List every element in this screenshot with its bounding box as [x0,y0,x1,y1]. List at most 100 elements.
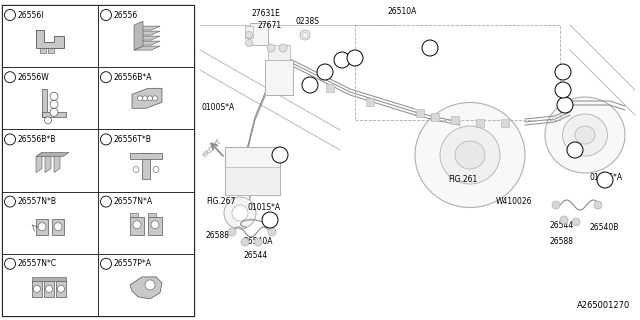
Text: 1: 1 [563,100,568,109]
Circle shape [4,10,15,20]
Text: A265001270: A265001270 [577,301,630,310]
Polygon shape [130,277,162,299]
Text: 8: 8 [561,68,565,76]
Circle shape [557,97,573,113]
Bar [355,25,560,120]
Bar [32,277,66,281]
Text: 5: 5 [8,135,12,144]
Circle shape [58,285,65,292]
Circle shape [50,100,58,108]
Bar [130,213,138,217]
Ellipse shape [415,102,525,207]
Circle shape [268,228,276,236]
Bar [98,192,194,254]
Circle shape [100,196,111,207]
Bar [44,281,54,297]
Circle shape [300,30,310,40]
Text: 6: 6 [428,44,433,52]
Bar [250,23,268,45]
Text: 26556W: 26556W [18,73,50,82]
Text: 0101S*A: 0101S*A [590,173,623,182]
Circle shape [246,31,253,38]
Polygon shape [36,153,42,172]
Circle shape [267,44,275,52]
Text: 9: 9 [573,146,577,155]
Text: 26544: 26544 [549,220,573,229]
Circle shape [151,221,159,229]
Text: 26588: 26588 [205,230,229,239]
Circle shape [224,197,256,229]
Circle shape [303,33,307,37]
Circle shape [4,134,15,145]
Circle shape [262,212,278,228]
Circle shape [100,10,111,20]
Polygon shape [132,88,162,108]
Circle shape [246,39,253,46]
Circle shape [572,218,580,226]
Text: 7: 7 [353,53,357,62]
Polygon shape [134,21,143,50]
Text: 26557P*A: 26557P*A [114,259,152,268]
Circle shape [254,238,262,246]
Circle shape [133,166,139,172]
Circle shape [555,82,571,98]
Bar [148,217,162,235]
Text: 26557N*A: 26557N*A [114,197,153,206]
Bar [98,129,194,192]
Bar [2,5,98,67]
Ellipse shape [455,141,485,169]
Text: 10: 10 [601,178,609,182]
Text: 2: 2 [278,150,282,159]
Bar [142,153,150,179]
Text: 26556T*B: 26556T*B [114,135,152,144]
Bar [98,5,194,67]
Circle shape [4,72,15,83]
Text: 3: 3 [308,81,312,90]
Polygon shape [36,30,64,48]
Circle shape [143,96,147,101]
Circle shape [153,166,159,172]
Ellipse shape [545,97,625,173]
Text: 8: 8 [104,197,108,206]
Bar [225,167,280,195]
Bar [268,45,290,60]
Bar [32,281,42,297]
Text: 4: 4 [104,73,108,82]
Bar [476,119,484,127]
Bar [326,84,334,92]
Circle shape [272,147,288,163]
Polygon shape [134,31,160,35]
Bar [48,48,54,53]
Circle shape [38,223,46,231]
Bar [2,67,98,129]
Text: 27671: 27671 [258,21,282,30]
Text: 26557N*B: 26557N*B [18,197,57,206]
Bar [431,113,439,121]
Circle shape [45,285,52,292]
Polygon shape [134,46,160,50]
Bar [2,5,194,316]
Circle shape [50,92,58,100]
Circle shape [347,50,363,66]
Text: 0101S*A: 0101S*A [248,204,281,212]
Text: 26556B*A: 26556B*A [114,73,152,82]
Text: 26510A: 26510A [388,7,417,17]
Text: 26540B: 26540B [590,223,620,233]
Text: 26588: 26588 [549,237,573,246]
Circle shape [279,44,287,52]
Circle shape [317,64,333,80]
Bar [245,26,253,38]
Text: 7: 7 [8,197,12,206]
Circle shape [228,228,236,236]
Circle shape [138,96,143,101]
Bar [40,48,46,53]
Circle shape [594,201,602,209]
Text: FRONT: FRONT [202,138,223,158]
Bar [366,98,374,106]
Bar [416,109,424,117]
Circle shape [567,142,583,158]
Circle shape [100,72,111,83]
Bar [225,147,280,195]
Circle shape [422,40,438,56]
Bar [56,281,66,297]
